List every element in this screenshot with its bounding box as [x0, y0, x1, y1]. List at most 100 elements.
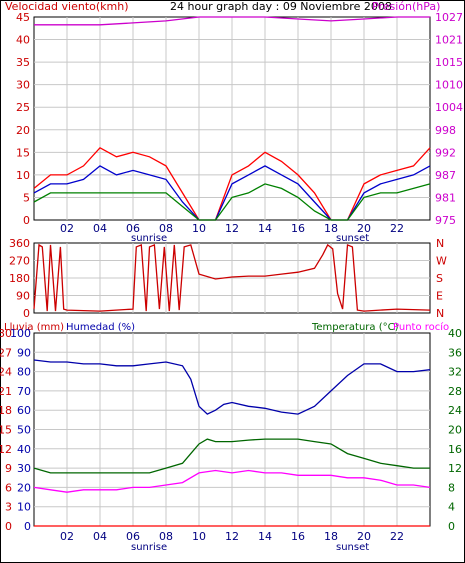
climate-x-tick-label: 06 [126, 530, 140, 543]
temperature-axis-title: Temperatura (°C) [311, 322, 399, 333]
wind-left-tick: 25 [16, 101, 30, 114]
direction-right-tick: E [436, 290, 443, 303]
climate-right-tick: 0 [448, 520, 455, 533]
climate-x-tick-label: 16 [291, 530, 305, 543]
climate-x-tick-label: 12 [225, 530, 239, 543]
wind-x-tick-label: 18 [324, 222, 338, 235]
panel-wind-x-axis: 02 04 06 08 10 12 14 16 18 20 22 [60, 222, 404, 235]
climate-x-tick-label: 14 [258, 530, 272, 543]
wind-x-tick-label: 10 [192, 222, 206, 235]
wind-right-tick: 1004 [435, 101, 463, 114]
panel-direction: 0 N 90 E 180 S 270 W 360 N [9, 237, 447, 320]
climate-left2-tick: 60 [17, 404, 31, 417]
climate-left2-tick: 10 [17, 501, 31, 514]
wind-left-tick: 45 [16, 11, 30, 24]
climate-right-tick: 32 [448, 366, 462, 379]
wind-right-tick: 1010 [435, 79, 463, 92]
climate-x-tick-label: 02 [60, 530, 74, 543]
humidity-axis-title: Humedad (%) [66, 322, 135, 333]
climate-left-tick: 3 [5, 501, 12, 514]
rain-axis-title: Lluvia (mm) [4, 322, 64, 333]
dewpoint-axis-title: Punto rocío [393, 321, 449, 333]
direction-left-tick: 0 [23, 307, 30, 320]
climate-left2-tick: 70 [17, 385, 31, 398]
wind-series-line-1 [33, 165, 431, 221]
climate-left-tick: 15 [0, 424, 12, 437]
sunrise-label-top: sunrise [131, 233, 167, 244]
climate-x-tick-label: 10 [192, 530, 206, 543]
direction-left-tick: 90 [16, 290, 30, 303]
sunrise-label-bottom: sunrise [131, 542, 167, 553]
climate-right-tick: 8 [448, 481, 455, 494]
wind-axis-title: Velocidad viento(kmh) [5, 0, 129, 13]
wind-x-tick-label: 20 [357, 222, 371, 235]
panel-climate-x-axis: 02 04 06 08 10 12 14 16 18 20 22 [60, 530, 404, 543]
wind-left-tick: 15 [16, 146, 30, 159]
climate-left-tick: 12 [0, 443, 12, 456]
climate-right-tick: 12 [448, 462, 462, 475]
wind-x-tick-label: 22 [390, 222, 404, 235]
climate-right-tick: 24 [448, 404, 462, 417]
climate-left-tick: 9 [5, 462, 12, 475]
climate-x-tick-label: 18 [324, 530, 338, 543]
wind-x-tick-label: 02 [60, 222, 74, 235]
climate-left-tick: 0 [5, 520, 12, 533]
sunset-label-top: sunset [336, 233, 369, 244]
pressure-axis-title: Presión(hPa) [372, 0, 440, 13]
climate-left-tick: 18 [0, 404, 12, 417]
sunset-label-bottom: sunset [336, 542, 369, 553]
wind-right-tick: 1021 [435, 34, 463, 47]
climate-x-tick-label: 08 [159, 530, 173, 543]
wind-left-tick: 0 [23, 214, 30, 227]
climate-x-tick-label: 22 [390, 530, 404, 543]
climate-left2-tick: 80 [17, 366, 31, 379]
climate-x-tick-label: 20 [357, 530, 371, 543]
climate-left2-tick: 40 [17, 443, 31, 456]
climate-left2-tick: 50 [17, 424, 31, 437]
direction-right-tick: S [436, 272, 443, 285]
climate-right-tick: 28 [448, 385, 462, 398]
climate-series-line-1 [33, 359, 431, 415]
wind-left-tick: 35 [16, 56, 30, 69]
climate-left2-tick: 100 [10, 327, 31, 340]
wind-series-line-2 [33, 183, 431, 221]
climate-right-tick: 4 [448, 501, 455, 514]
wind-series-line-0 [33, 146, 431, 221]
direction-series-line-0 [33, 243, 431, 312]
wind-left-tick: 20 [16, 124, 30, 137]
climate-x-tick-label: 04 [93, 530, 107, 543]
climate-left-tick: 24 [0, 366, 12, 379]
direction-right-tick: W [436, 255, 447, 268]
wind-x-tick-label: 12 [225, 222, 239, 235]
climate-right-tick: 40 [448, 327, 462, 340]
direction-left-tick: 180 [9, 272, 30, 285]
direction-right-tick: N [436, 237, 444, 250]
climate-right-tick: 16 [448, 443, 462, 456]
wind-right-tick: 1015 [435, 56, 463, 69]
wind-right-tick: 975 [435, 214, 456, 227]
graph-title: 24 hour graph day : 09 Noviembre 2008 [170, 0, 392, 13]
panel-wind: 0 975 5 981 10 987 15 992 20 998 25 1004 30 1010 35 101… [16, 11, 463, 227]
wind-x-tick-label: 08 [159, 222, 173, 235]
wind-right-tick: 987 [435, 169, 456, 182]
climate-left-tick: 21 [0, 385, 12, 398]
direction-left-tick: 360 [9, 237, 30, 250]
climate-left2-tick: 0 [24, 520, 31, 533]
wind-right-tick: 981 [435, 191, 456, 204]
climate-left2-tick: 20 [17, 481, 31, 494]
climate-left-tick: 6 [5, 481, 12, 494]
wind-left-tick: 30 [16, 79, 30, 92]
climate-left-tick: 27 [0, 346, 12, 359]
wind-right-tick: 1027 [435, 11, 463, 24]
wind-x-tick-label: 04 [93, 222, 107, 235]
wind-left-tick: 5 [23, 191, 30, 204]
wind-right-tick: 992 [435, 146, 456, 159]
climate-left2-tick: 90 [17, 346, 31, 359]
wind-left-tick: 40 [16, 34, 30, 47]
climate-right-tick: 36 [448, 346, 462, 359]
climate-series-line-2 [33, 438, 430, 474]
wind-x-tick-label: 14 [258, 222, 272, 235]
wind-series-line-3 [34, 16, 430, 26]
